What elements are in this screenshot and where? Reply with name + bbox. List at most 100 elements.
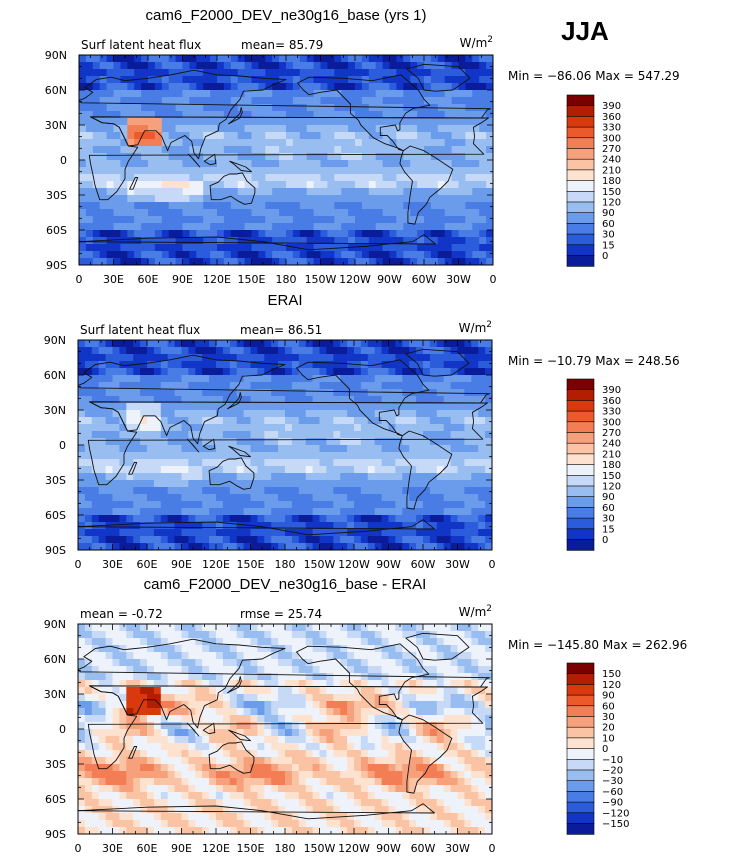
field-cell: [202, 543, 210, 550]
field-cell: [202, 687, 210, 695]
field-cell: [279, 125, 287, 133]
field-cell: [450, 736, 459, 744]
field-cell: [279, 251, 287, 259]
field-cell: [472, 153, 480, 161]
field-cell: [450, 396, 459, 404]
field-cell: [236, 536, 245, 544]
field-cell: [430, 139, 439, 147]
field-cell: [264, 480, 272, 488]
colorbar-box: [566, 442, 595, 455]
field-cell: [443, 529, 452, 537]
field-cell: [243, 694, 252, 702]
field-cell: [148, 174, 156, 182]
field-cell: [409, 624, 417, 632]
field-cell: [326, 473, 334, 481]
field-cell: [196, 83, 204, 91]
field-cell: [312, 382, 321, 390]
field-cell: [334, 195, 342, 203]
field-cell: [292, 153, 301, 161]
field-cell: [202, 515, 210, 523]
field-cell: [471, 340, 479, 348]
field-cell: [375, 258, 384, 265]
field-cell: [236, 652, 245, 660]
field-cell: [279, 55, 287, 63]
field-cell: [312, 452, 321, 460]
field-cell: [429, 424, 438, 432]
field-cell: [355, 216, 363, 224]
field-cell: [105, 536, 114, 544]
field-cell: [203, 83, 211, 91]
field-cell: [292, 62, 301, 70]
field-cell: [334, 258, 342, 265]
field-cell: [216, 673, 224, 681]
field-cell: [79, 244, 87, 252]
field-cell: [464, 480, 472, 488]
field-cell: [223, 160, 232, 168]
field-cell: [367, 687, 376, 695]
field-cell: [471, 631, 479, 639]
field-cell: [188, 445, 196, 453]
field-cell: [409, 543, 417, 550]
field-cell: [210, 146, 218, 154]
x-tick-label: 30E: [103, 273, 124, 286]
field-cell: [203, 188, 211, 196]
field-cell: [312, 729, 321, 737]
field-cell: [223, 55, 232, 63]
field-cell: [278, 515, 286, 523]
field-cell: [299, 146, 308, 154]
field-cell: [444, 209, 453, 217]
field-cell: [133, 417, 141, 425]
field-cell: [147, 445, 155, 453]
field-cell: [319, 529, 327, 537]
field-cell: [450, 687, 459, 695]
field-cell: [113, 251, 121, 259]
field-cell: [126, 501, 134, 509]
field-cell: [374, 515, 383, 523]
field-cell: [312, 396, 321, 404]
field-cell: [112, 652, 120, 660]
field-cell: [189, 139, 197, 147]
field-cell: [485, 652, 492, 660]
field-cell: [160, 431, 169, 439]
field-cell: [326, 424, 334, 432]
field-cell: [354, 389, 362, 397]
field-cell: [271, 494, 279, 502]
field-cell: [423, 722, 431, 730]
field-cell: [409, 631, 417, 639]
field-cell: [340, 536, 348, 544]
field-cell: [298, 543, 307, 550]
field-cell: [320, 118, 328, 126]
field-cell: [257, 652, 265, 660]
field-cell: [424, 132, 432, 140]
field-cell: [451, 62, 460, 70]
field-cell: [203, 167, 211, 175]
field-cell: [326, 645, 334, 653]
field-cell: [195, 638, 203, 646]
field-cell: [410, 181, 418, 189]
field-cell: [347, 347, 355, 355]
field-cell: [209, 508, 217, 516]
field-cell: [216, 354, 224, 362]
field-cell: [175, 188, 184, 196]
field-cell: [229, 736, 238, 744]
field-cell: [367, 396, 376, 404]
field-cell: [306, 132, 315, 140]
field-cell: [148, 125, 156, 133]
field-cell: [326, 529, 334, 537]
field-cell: [347, 410, 355, 418]
field-cell: [355, 104, 363, 112]
field-cell: [305, 368, 314, 376]
field-cell: [160, 417, 169, 425]
field-cell: [153, 473, 162, 481]
field-cell: [430, 202, 439, 210]
field-cell: [409, 687, 417, 695]
field-cell: [222, 368, 231, 376]
field-cell: [464, 666, 472, 674]
field-cell: [216, 508, 224, 516]
field-cell: [244, 223, 253, 231]
field-cell: [278, 340, 286, 348]
field-cell: [374, 403, 383, 411]
field-cell: [375, 90, 384, 98]
field-cell: [355, 188, 363, 196]
field-cell: [367, 536, 376, 544]
